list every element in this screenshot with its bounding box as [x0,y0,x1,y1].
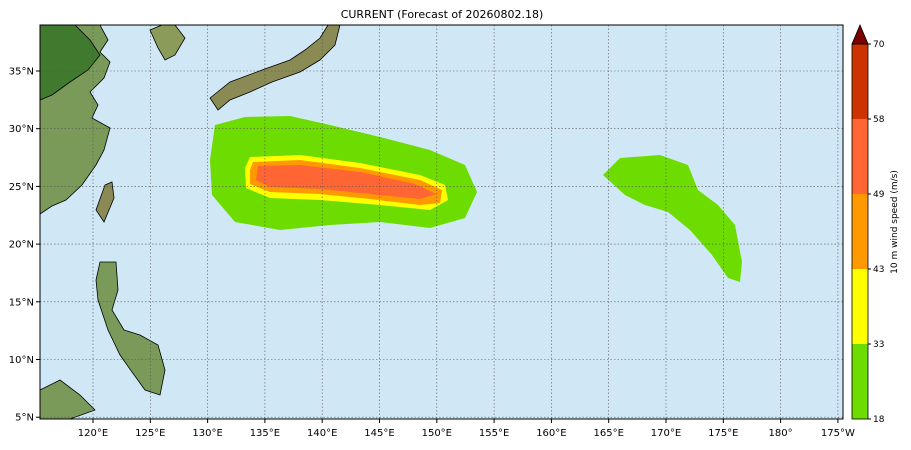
colorbar-band [852,44,868,119]
colorbar: 18 33 43 49 58 70 [851,23,885,425]
colorbar-level: 49 [873,190,885,200]
map-frame [39,24,844,420]
colorbar-level: 33 [873,340,884,350]
lon-label: 175°W [821,428,855,439]
colorbar-band [852,269,868,344]
lat-label: 15°N [9,297,34,308]
colorbar-band [852,119,868,194]
colorbar-level: 18 [873,415,885,425]
lon-label: 180° [769,428,793,439]
wind-zone [603,155,742,282]
japan [209,24,341,111]
lat-label: 10°N [9,355,34,366]
lat-label: 25°N [9,182,34,193]
colorbar-label: 10 m wind speed (m/s) [890,170,900,274]
graticule: 120°E 125°E 130°E 135°E 140°E 145°E 150°E 155°E… [9,25,855,439]
wind-zone [256,165,436,199]
lon-label: 165°E [593,428,623,439]
lon-label: 170°E [651,428,681,439]
lat-label: 30°N [9,124,34,135]
colorbar-level: 43 [873,265,884,275]
lat-label: 35°N [9,67,34,78]
lon-label: 150°E [422,428,452,439]
lon-label: 155°E [479,428,509,439]
lon-label: 140°E [307,428,337,439]
title: CURRENT (Forecast of 20260802.18) [341,8,544,21]
colorbar-level: 58 [873,115,885,125]
lon-label: 175°E [708,428,738,439]
colorbar-band [852,194,868,269]
lat-label: 20°N [9,240,34,251]
lat-label: 5°N [15,413,34,424]
lon-label: 135°E [250,428,280,439]
lon-label: 120°E [78,428,108,439]
colorbar-level: 70 [873,40,885,50]
north-china [39,24,101,101]
taiwan [95,181,115,223]
colorbar-band [852,344,868,419]
lon-label: 145°E [364,428,394,439]
colorbar-frame [851,43,869,420]
lon-label: 160°E [536,428,566,439]
lon-label: 130°E [192,428,222,439]
wind-field [210,116,742,282]
philippines [95,261,166,396]
lon-label: 125°E [135,428,165,439]
